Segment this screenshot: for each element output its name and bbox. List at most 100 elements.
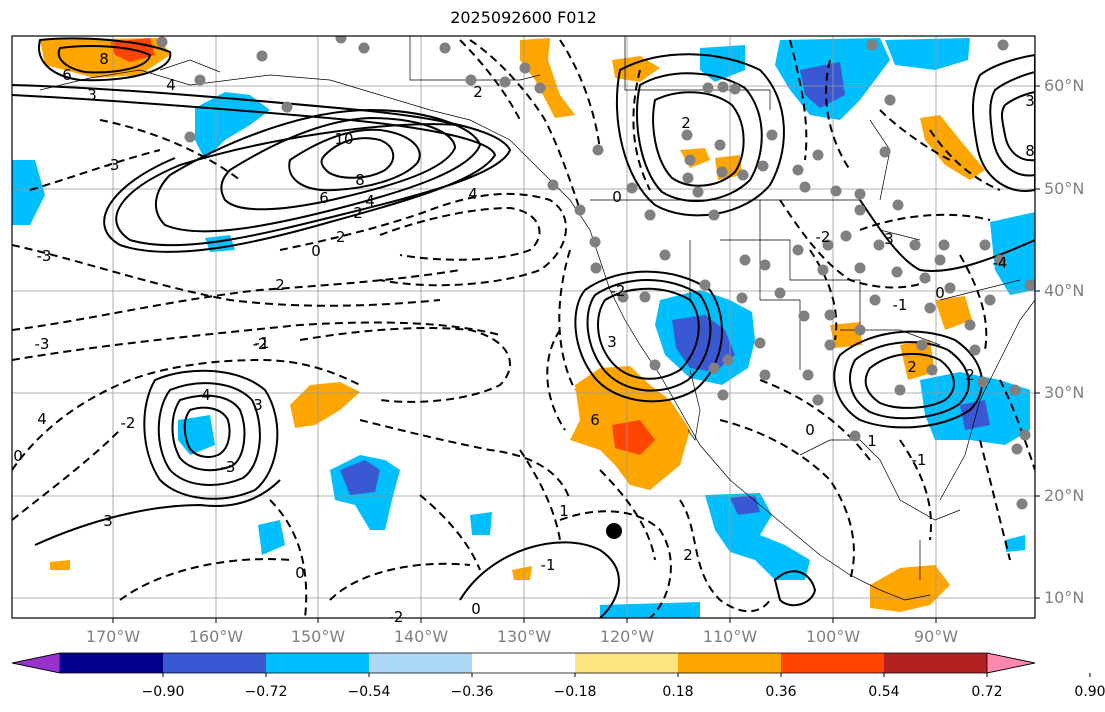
- longitude-label: 100°W: [805, 627, 861, 646]
- contour-label: -3: [221, 458, 236, 476]
- contour-label: 2: [907, 358, 917, 376]
- contour-label: 2: [353, 204, 363, 222]
- contour-label: 2: [683, 546, 693, 564]
- storm-center-marker: [606, 523, 622, 539]
- colorbar: [11, 652, 1091, 677]
- contour-label: -2: [121, 414, 136, 432]
- colorbar-segment: [369, 653, 473, 673]
- colorbar-tick-label: −0.54: [347, 684, 391, 700]
- contour-label: 4: [37, 410, 47, 428]
- contour-label: -2: [816, 228, 831, 246]
- colorbar-outline: [11, 652, 1036, 674]
- longitude-label: 150°W: [290, 627, 346, 646]
- longitude-label: 120°W: [599, 627, 655, 646]
- contour-label: -1: [912, 451, 927, 469]
- colorbar-tick-label: 0.72: [971, 684, 1003, 700]
- contour-label: 3: [103, 512, 113, 530]
- contour-label: -4: [993, 254, 1008, 272]
- colorbar-segment: [575, 653, 679, 673]
- colorbar-segment: [678, 653, 782, 673]
- contour-label: 1: [559, 502, 569, 520]
- colorbar-segment: [781, 653, 885, 673]
- contour-label: 4: [365, 192, 375, 210]
- coastlines: [39, 36, 1035, 601]
- contour-label: 3: [607, 333, 617, 351]
- latitude-label: 50°N: [1044, 179, 1085, 198]
- longitude-label: 90°W: [913, 627, 959, 646]
- colorbar-tick-label: 0.90: [1074, 684, 1105, 700]
- colorbar-extend-high: [986, 652, 1036, 674]
- map-title: 2025092600 F012: [450, 8, 597, 27]
- colorbar-extend-low: [11, 652, 61, 674]
- contour-label: 3: [1025, 92, 1035, 110]
- contour-label: 0: [612, 188, 622, 206]
- contour-label: 2: [275, 276, 285, 294]
- contour-label: 3: [884, 230, 894, 248]
- contour-label: -2: [611, 282, 626, 300]
- contour-label: 4: [468, 185, 478, 203]
- colorbar-segment: [472, 653, 576, 673]
- contour-label: 0: [295, 564, 305, 582]
- lat-ticks: [1035, 85, 1040, 599]
- contour-label: 0: [805, 421, 815, 439]
- latitude-label: 30°N: [1044, 383, 1085, 402]
- colorbar-segment: [884, 653, 988, 673]
- map-frame: [11, 35, 1036, 619]
- longitude-label: 130°W: [496, 627, 552, 646]
- contour-label: 3: [87, 86, 97, 104]
- latitude-label: 20°N: [1044, 486, 1085, 505]
- negative-contours: [12, 39, 1035, 618]
- lon-ticks: [112, 618, 937, 623]
- contour-label: -2: [331, 228, 346, 246]
- contour-label: 0: [935, 284, 945, 302]
- anomaly-fills: [12, 38, 1035, 618]
- colorbar-segment: [266, 653, 370, 673]
- contour-label: -3: [35, 335, 50, 353]
- contour-label: -3: [105, 156, 120, 174]
- contour-label: 4: [201, 386, 211, 404]
- contour-label: 0: [471, 600, 481, 618]
- contour-label: -2: [253, 335, 268, 353]
- colorbar-tick-label: −0.90: [141, 684, 185, 700]
- colorbar-segment: [163, 653, 267, 673]
- longitude-label: 140°W: [393, 627, 449, 646]
- latitude-label: 10°N: [1044, 588, 1085, 607]
- positive-contours: [12, 37, 1035, 618]
- graticule: [12, 36, 1035, 618]
- contour-label: 4: [166, 76, 176, 94]
- colorbar-tick-label: −0.18: [553, 684, 597, 700]
- colorbar-tick-label: 0.54: [868, 684, 900, 700]
- latitude-label: 40°N: [1044, 281, 1085, 300]
- colorbar-tick-label: −0.36: [450, 684, 494, 700]
- contour-label: 6: [62, 66, 72, 84]
- colorbar-tick-label: 0.36: [765, 684, 797, 700]
- contour-label: 8: [355, 171, 365, 189]
- contour-label: -3: [37, 247, 52, 265]
- colorbar-tick-label: −0.72: [244, 684, 288, 700]
- contour-label: 0: [311, 242, 321, 260]
- contour-label: 3: [253, 396, 263, 414]
- contour-label: 8: [99, 50, 109, 68]
- contour-label: 6: [590, 411, 600, 429]
- contour-label: 2: [681, 114, 691, 132]
- contour-label: -2: [389, 608, 404, 626]
- contour-label: 2: [965, 366, 975, 384]
- colorbar-tick-label: 0.18: [662, 684, 694, 700]
- longitude-label: 110°W: [702, 627, 758, 646]
- station-markers: [156, 36, 1035, 510]
- longitude-label: 170°W: [85, 627, 141, 646]
- contour-label: -1: [893, 296, 908, 314]
- contour-label: -1: [541, 556, 556, 574]
- contour-label: 10: [334, 130, 353, 148]
- contour-label: -1: [255, 334, 270, 352]
- contour-label: 1: [867, 432, 877, 450]
- latitude-label: 60°N: [1044, 76, 1085, 95]
- contour-label: 6: [319, 189, 329, 207]
- colorbar-segment: [60, 653, 164, 673]
- contour-label: 8: [1025, 142, 1035, 160]
- longitude-label: 160°W: [188, 627, 244, 646]
- contour-label: 0: [13, 447, 23, 465]
- contour-label: 2: [473, 83, 483, 101]
